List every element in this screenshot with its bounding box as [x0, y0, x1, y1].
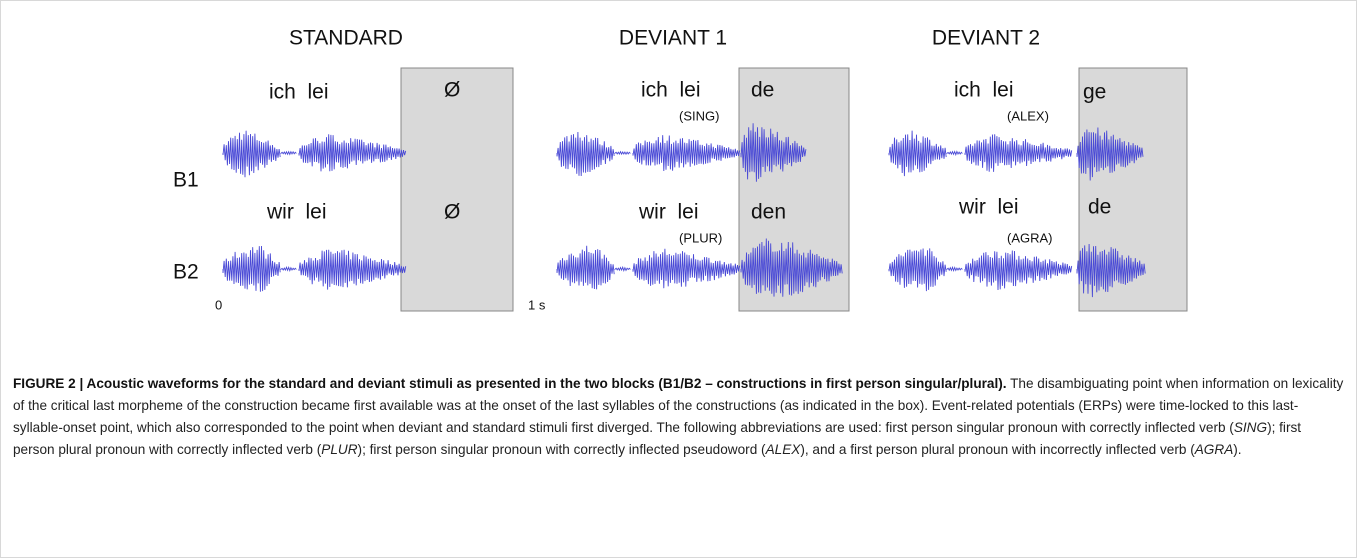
- caption-title: FIGURE 2 | Acoustic waveforms for the st…: [13, 376, 1007, 391]
- waveform: [946, 150, 963, 157]
- waveform: [298, 249, 407, 290]
- waveform: [280, 150, 297, 156]
- syllables: ich lei: [269, 81, 329, 104]
- row-label: B1: [173, 169, 199, 192]
- scale-label: 0: [215, 297, 222, 312]
- waveform: [632, 135, 741, 172]
- caption-text: ).: [1233, 442, 1242, 457]
- syllables: Ø: [444, 201, 460, 224]
- column-header: STANDARD: [289, 27, 403, 50]
- caption-abbrev: ALEX: [765, 442, 801, 457]
- syllables: wir lei: [266, 201, 327, 224]
- waveform: [614, 150, 631, 156]
- syllables: den: [751, 201, 786, 224]
- condition-tag: (ALEX): [1007, 108, 1049, 123]
- waveform: [964, 134, 1073, 172]
- caption-abbrev: PLUR: [321, 442, 358, 457]
- condition-tag: (AGRA): [1007, 230, 1053, 245]
- syllables: de: [751, 79, 774, 102]
- caption-text: ); first person plural pronoun with corr…: [13, 420, 1302, 457]
- waveform: [556, 131, 615, 177]
- figure: STANDARD DEVIANT 1 DEVIANT 2 B1 B2 ich l…: [173, 27, 1188, 312]
- condition-tag: (PLUR): [679, 230, 722, 245]
- waveform: [280, 266, 297, 273]
- caption-text: ); first person singular pronoun with co…: [357, 442, 766, 457]
- column-header: DEVIANT 2: [932, 27, 1040, 50]
- column-header: DEVIANT 1: [619, 27, 727, 50]
- syllables: wir lei: [638, 201, 699, 224]
- syllables: ich lei: [641, 79, 701, 102]
- scale-label: 1 s: [528, 297, 546, 312]
- caption-text: The disambiguating point when informatio…: [13, 376, 1344, 435]
- waveform: [614, 265, 631, 272]
- syllables: wir lei: [958, 196, 1019, 219]
- waveform: [946, 265, 963, 272]
- waveform: [632, 248, 741, 289]
- waveform: [298, 134, 407, 172]
- waveform: [222, 245, 281, 292]
- waveform: [964, 250, 1073, 291]
- waveform: [1076, 243, 1146, 298]
- waveform: [1076, 127, 1144, 181]
- caption-abbrev: SING: [1233, 420, 1268, 435]
- waveform: [888, 248, 947, 292]
- syllables: de: [1088, 196, 1111, 219]
- waveform: [740, 123, 807, 182]
- divergence-box: [400, 67, 514, 312]
- caption: FIGURE 2 | Acoustic waveforms for the st…: [13, 373, 1345, 461]
- syllables: ge: [1083, 81, 1106, 104]
- waveform: [888, 130, 947, 177]
- caption-abbrev: AGRA: [1194, 442, 1234, 457]
- waveform: [222, 130, 281, 178]
- syllables: Ø: [444, 79, 460, 102]
- waveform: [740, 238, 843, 297]
- condition-tag: (SING): [679, 108, 719, 123]
- row-label: B2: [173, 261, 199, 284]
- caption-text: ), and a first person plural pronoun wit…: [800, 442, 1195, 457]
- syllables: ich lei: [954, 79, 1014, 102]
- waveform: [556, 245, 615, 290]
